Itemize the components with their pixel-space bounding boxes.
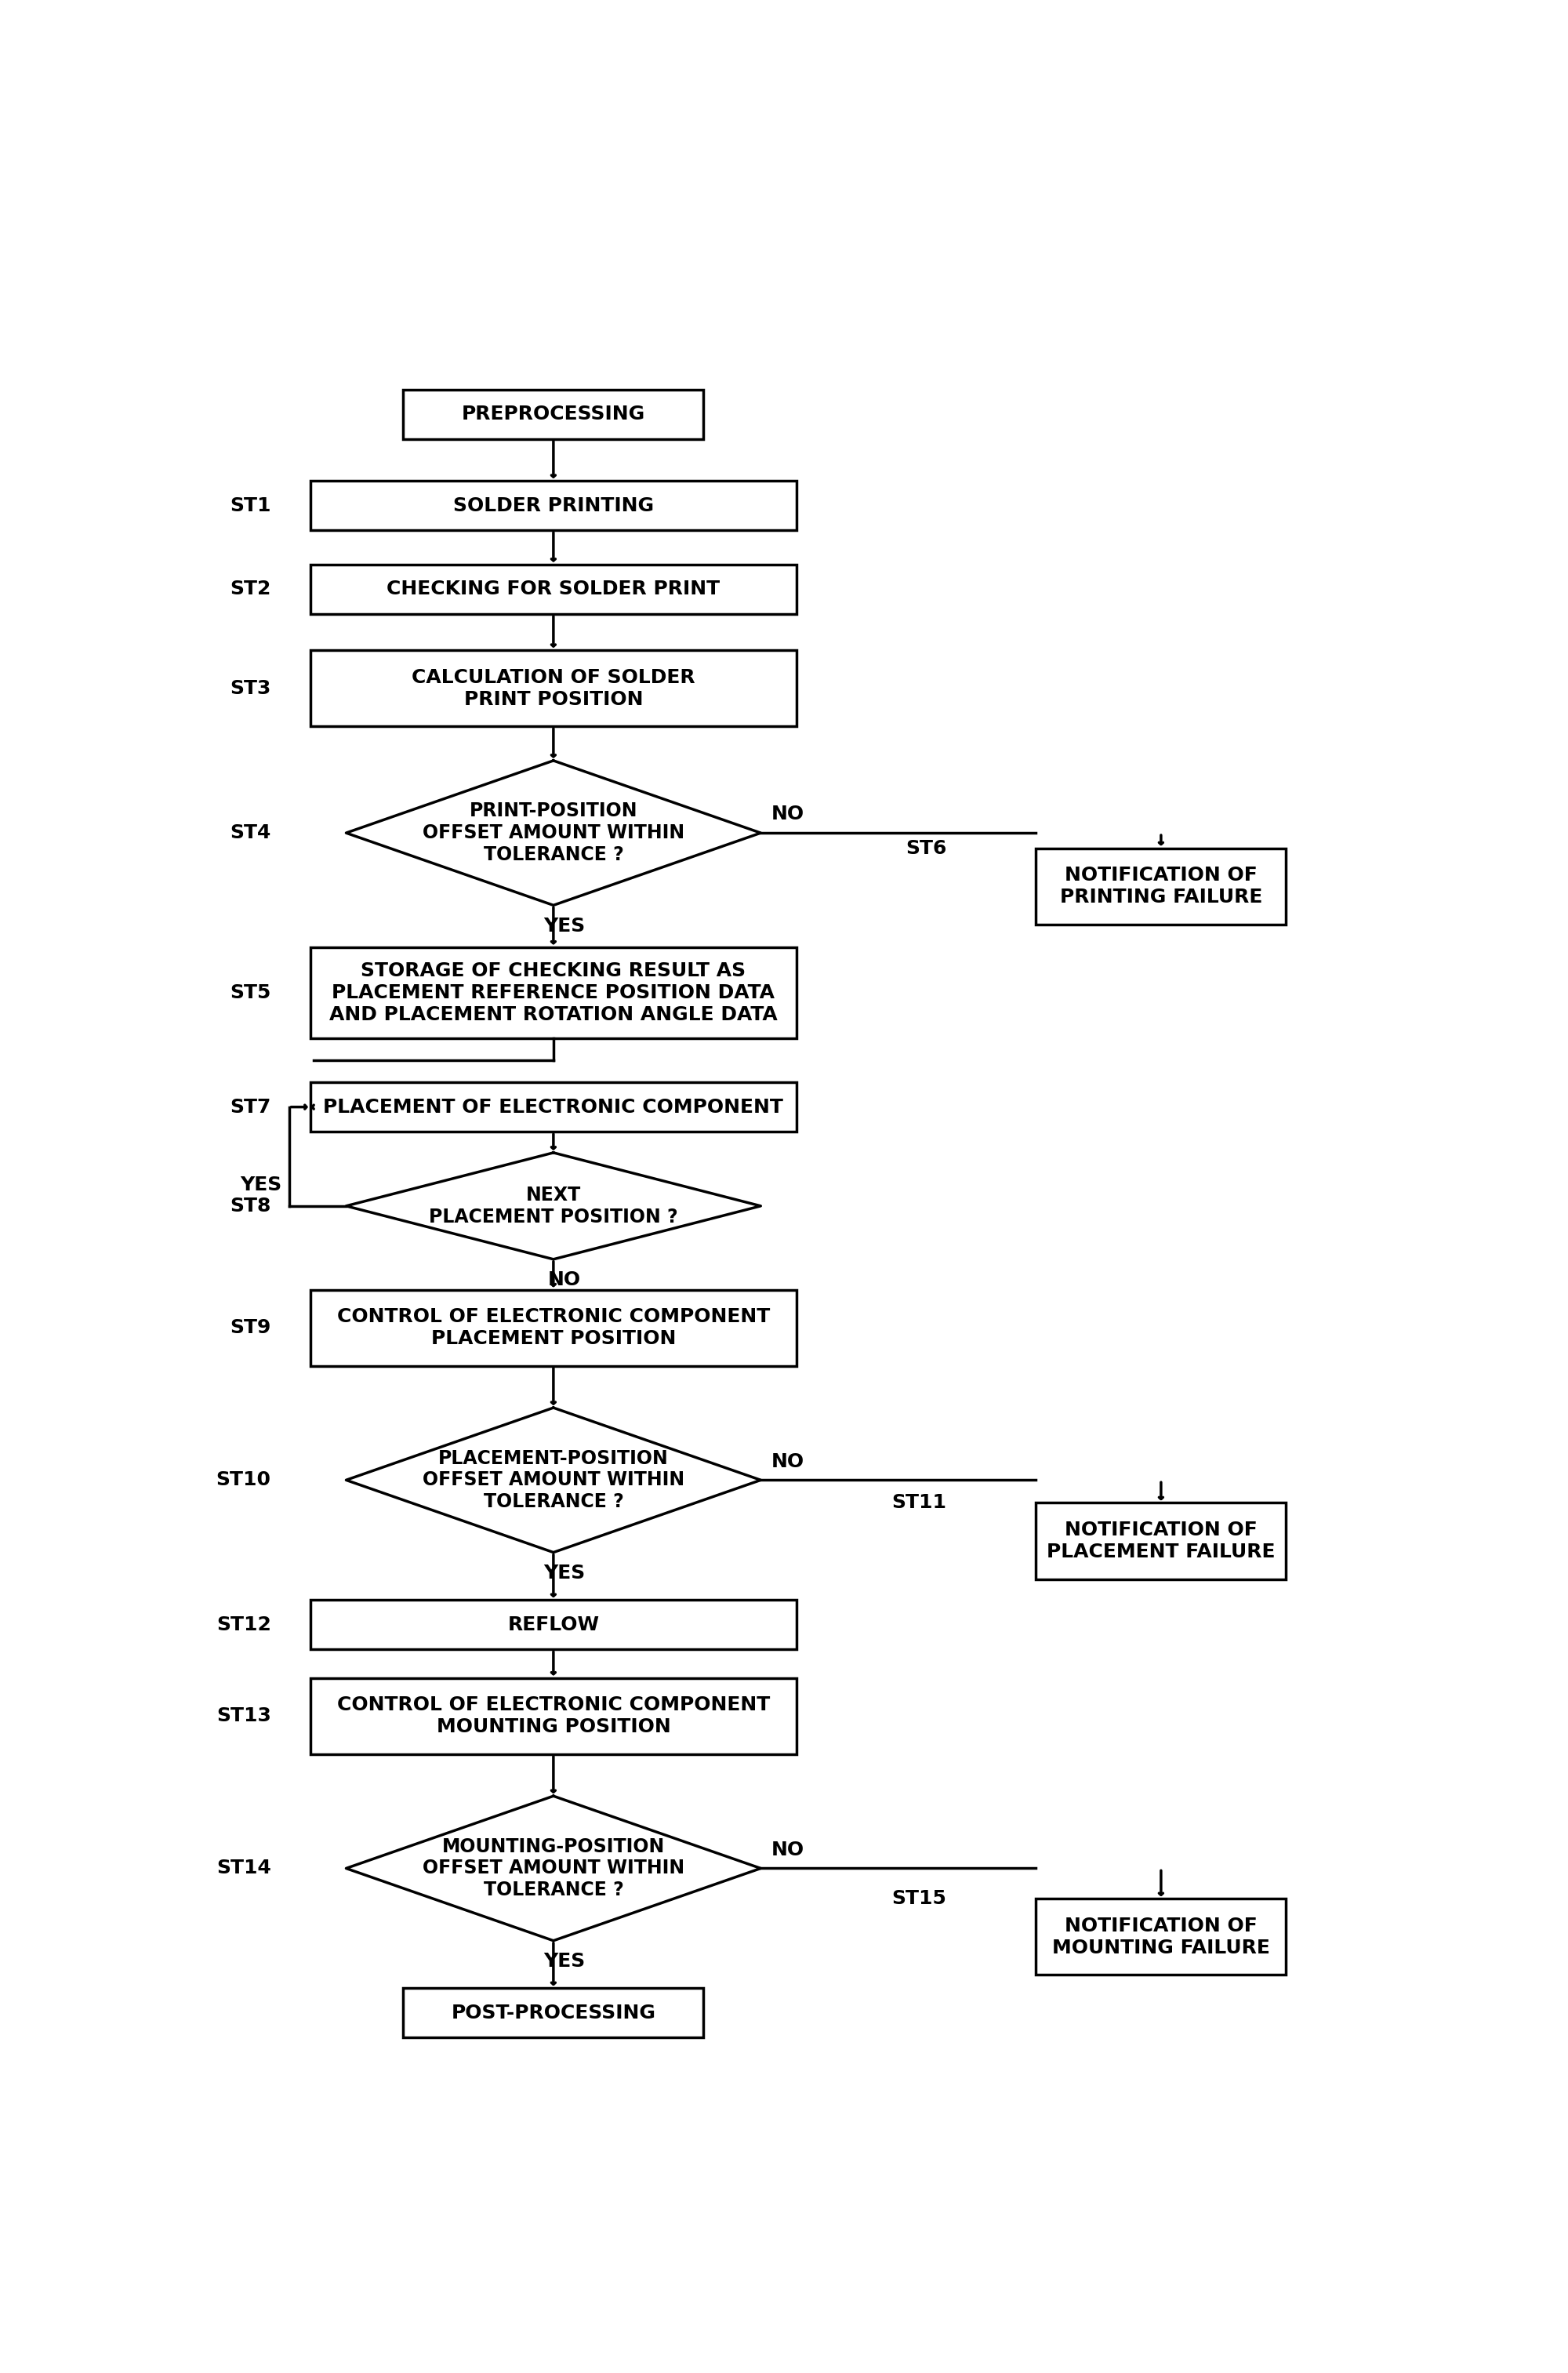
Text: YES: YES: [240, 1175, 282, 1194]
Text: ST9: ST9: [230, 1319, 271, 1338]
Text: CALCULATION OF SOLDER
PRINT POSITION: CALCULATION OF SOLDER PRINT POSITION: [412, 667, 695, 710]
Text: YES: YES: [543, 1564, 585, 1583]
Text: PRINT-POSITION
OFFSET AMOUNT WITHIN
TOLERANCE ?: PRINT-POSITION OFFSET AMOUNT WITHIN TOLE…: [422, 802, 684, 864]
Bar: [1036, 1502, 1286, 1578]
Text: ST2: ST2: [230, 579, 271, 598]
Polygon shape: [347, 762, 760, 904]
Bar: [310, 1599, 797, 1649]
Text: ST8: ST8: [230, 1196, 271, 1215]
Bar: [310, 1678, 797, 1754]
Polygon shape: [347, 1407, 760, 1552]
Text: ST15: ST15: [892, 1889, 947, 1908]
Text: POST-PROCESSING: POST-PROCESSING: [452, 2003, 655, 2022]
Bar: [1036, 1898, 1286, 1974]
Text: NOTIFICATION OF
PRINTING FAILURE: NOTIFICATION OF PRINTING FAILURE: [1060, 866, 1262, 906]
Text: NOTIFICATION OF
MOUNTING FAILURE: NOTIFICATION OF MOUNTING FAILURE: [1052, 1917, 1270, 1958]
Text: YES: YES: [543, 916, 585, 935]
Text: ST14: ST14: [216, 1858, 271, 1877]
Text: ST1: ST1: [230, 496, 271, 515]
Polygon shape: [347, 1796, 760, 1941]
Bar: [310, 482, 797, 529]
Text: CHECKING FOR SOLDER PRINT: CHECKING FOR SOLDER PRINT: [387, 579, 720, 598]
Text: MOUNTING-POSITION
OFFSET AMOUNT WITHIN
TOLERANCE ?: MOUNTING-POSITION OFFSET AMOUNT WITHIN T…: [422, 1837, 684, 1898]
Text: ST3: ST3: [230, 679, 271, 698]
Text: ST13: ST13: [216, 1706, 271, 1725]
Text: CONTROL OF ELECTRONIC COMPONENT
MOUNTING POSITION: CONTROL OF ELECTRONIC COMPONENT MOUNTING…: [337, 1697, 770, 1737]
Text: PREPROCESSING: PREPROCESSING: [461, 406, 646, 425]
Text: ST7: ST7: [230, 1099, 271, 1115]
Text: ST11: ST11: [892, 1493, 947, 1512]
Text: ST6: ST6: [905, 838, 947, 857]
Text: REFLOW: REFLOW: [508, 1616, 599, 1635]
Text: CONTROL OF ELECTRONIC COMPONENT
PLACEMENT POSITION: CONTROL OF ELECTRONIC COMPONENT PLACEMEN…: [337, 1308, 770, 1348]
Bar: [310, 947, 797, 1039]
Text: NEXT
PLACEMENT POSITION ?: NEXT PLACEMENT POSITION ?: [430, 1186, 677, 1227]
Text: NOTIFICATION OF
PLACEMENT FAILURE: NOTIFICATION OF PLACEMENT FAILURE: [1047, 1521, 1275, 1561]
Text: ST12: ST12: [216, 1616, 271, 1635]
Bar: [310, 565, 797, 615]
Bar: [1036, 847, 1286, 925]
Text: ST10: ST10: [216, 1471, 271, 1490]
Text: NO: NO: [771, 1841, 804, 1858]
Text: NO: NO: [771, 1452, 804, 1471]
Bar: [310, 1082, 797, 1132]
Text: STORAGE OF CHECKING RESULT AS
PLACEMENT REFERENCE POSITION DATA
AND PLACEMENT RO: STORAGE OF CHECKING RESULT AS PLACEMENT …: [329, 961, 778, 1025]
Text: SOLDER PRINTING: SOLDER PRINTING: [453, 496, 654, 515]
Text: YES: YES: [543, 1953, 585, 1972]
Text: ST5: ST5: [230, 982, 271, 1001]
Bar: [403, 389, 704, 439]
Text: PLACEMENT OF ELECTRONIC COMPONENT: PLACEMENT OF ELECTRONIC COMPONENT: [323, 1099, 784, 1115]
Text: PLACEMENT-POSITION
OFFSET AMOUNT WITHIN
TOLERANCE ?: PLACEMENT-POSITION OFFSET AMOUNT WITHIN …: [422, 1450, 684, 1512]
Text: NO: NO: [547, 1270, 580, 1289]
Polygon shape: [347, 1153, 760, 1260]
Text: ST4: ST4: [230, 823, 271, 842]
Bar: [403, 1989, 704, 2038]
Bar: [310, 1291, 797, 1367]
Bar: [310, 650, 797, 726]
Text: NO: NO: [771, 804, 804, 823]
